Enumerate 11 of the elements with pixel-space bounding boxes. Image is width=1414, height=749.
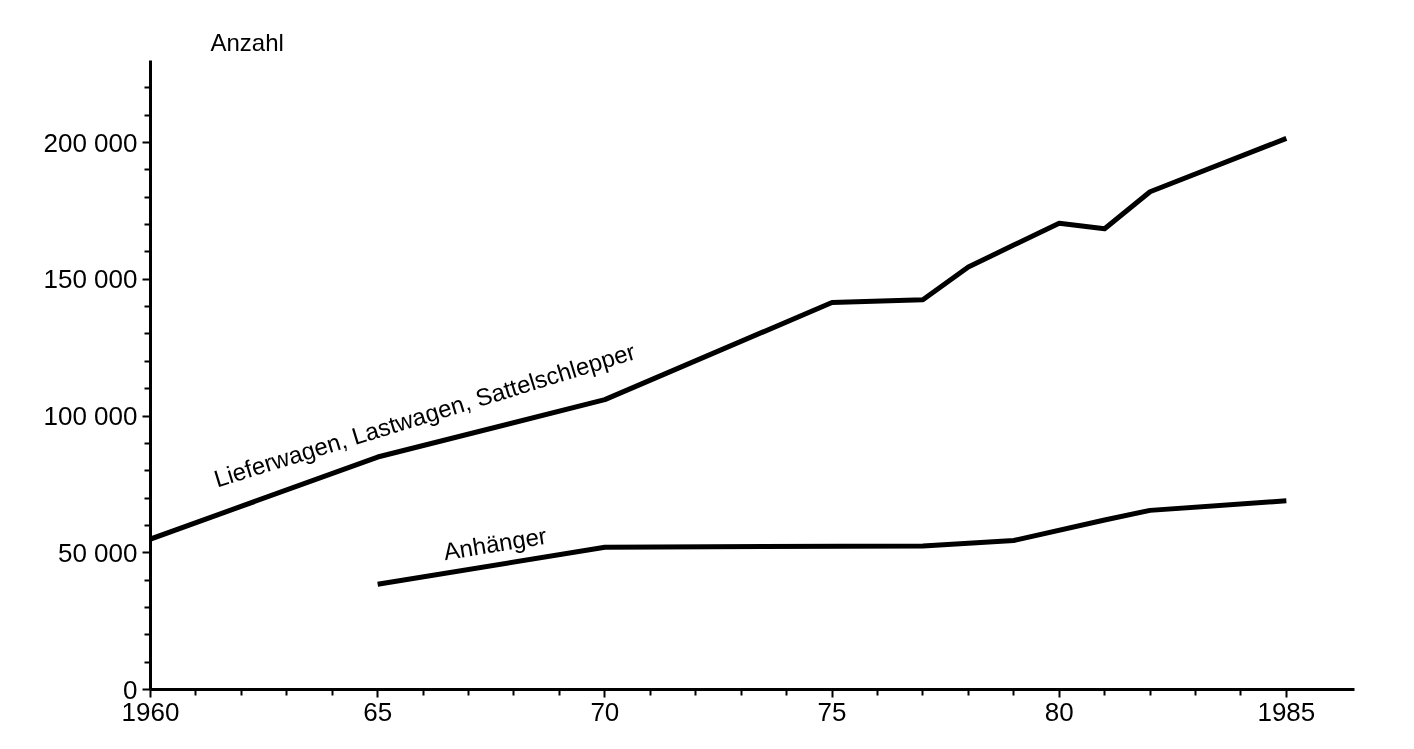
x-tick-label: 70 bbox=[590, 696, 620, 727]
y-tick-label: 200 000 bbox=[43, 127, 138, 158]
x-tick-label: 65 bbox=[363, 696, 393, 727]
y-tick-label: 100 000 bbox=[43, 401, 138, 432]
y-tick-label: 150 000 bbox=[43, 264, 138, 295]
x-tick-label: 80 bbox=[1044, 696, 1074, 727]
x-tick-label: 75 bbox=[817, 696, 847, 727]
x-tick-label: 1985 bbox=[1257, 696, 1316, 727]
y-axis-title: Anzahl bbox=[210, 28, 284, 56]
y-tick-label: 50 000 bbox=[57, 537, 138, 568]
text: Anhänger bbox=[441, 521, 549, 566]
